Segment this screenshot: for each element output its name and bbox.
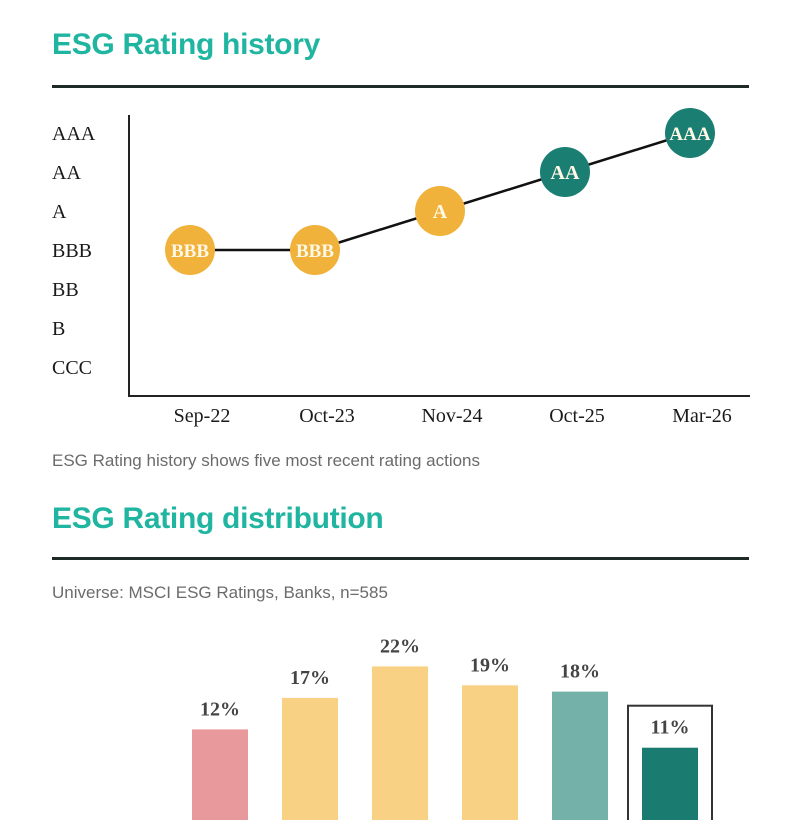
y-tick-label: AAA <box>52 123 96 145</box>
rating-point-label: AAA <box>669 124 710 145</box>
y-tick-label: A <box>52 201 67 223</box>
x-tick-label: Oct-25 <box>549 405 605 427</box>
y-tick-label: BBB <box>52 240 92 262</box>
distribution-divider <box>52 557 749 560</box>
bar-value-label: 18% <box>560 661 600 683</box>
rating-point-label: AA <box>551 162 580 184</box>
rating-point-marker <box>540 147 590 197</box>
x-tick-label: Mar-26 <box>672 405 732 427</box>
rating-point-label: A <box>433 201 448 223</box>
x-tick-label: Oct-23 <box>299 405 355 427</box>
y-tick-label: CCC <box>52 357 92 379</box>
rating-point-marker <box>665 108 715 158</box>
distribution-bars: 12% 17% 22% 19% 18% 11% <box>192 635 713 820</box>
y-tick-label: BB <box>52 279 79 301</box>
universe-caption: Universe: MSCI ESG Ratings, Banks, n=585 <box>52 583 388 602</box>
bar-value-label: 17% <box>290 667 330 689</box>
distribution-bar <box>282 697 338 820</box>
distribution-bar <box>462 685 518 820</box>
x-tick-label: Nov-24 <box>421 405 482 427</box>
bar-value-label: 19% <box>470 654 510 676</box>
rating-point-marker <box>290 225 340 275</box>
rating-distribution-chart: 12% 17% 22% 19% 18% 11% <box>192 635 713 820</box>
bar-value-label: 11% <box>651 717 690 739</box>
rating-point-label: BBB <box>171 241 209 262</box>
rating-point-marker <box>165 225 215 275</box>
distribution-bar <box>192 729 248 820</box>
y-tick-label: B <box>52 318 65 340</box>
y-tick-label: AA <box>52 162 81 184</box>
history-caption: ESG Rating history shows five most recen… <box>52 451 481 470</box>
x-tick-labels: Sep-22 Oct-23 Nov-24 Oct-25 Mar-26 <box>174 405 732 427</box>
bar-value-label: 22% <box>380 635 420 657</box>
history-divider <box>52 85 749 88</box>
bar-value-label: 12% <box>200 698 240 720</box>
x-tick-label: Sep-22 <box>174 405 231 427</box>
rating-point-marker <box>415 186 465 236</box>
distribution-bar <box>642 747 698 820</box>
distribution-bar <box>552 691 608 820</box>
distribution-bar <box>372 666 428 820</box>
history-title: ESG Rating history <box>52 28 320 61</box>
rating-point-label: BBB <box>296 241 334 262</box>
distribution-title: ESG Rating distribution <box>52 502 384 535</box>
